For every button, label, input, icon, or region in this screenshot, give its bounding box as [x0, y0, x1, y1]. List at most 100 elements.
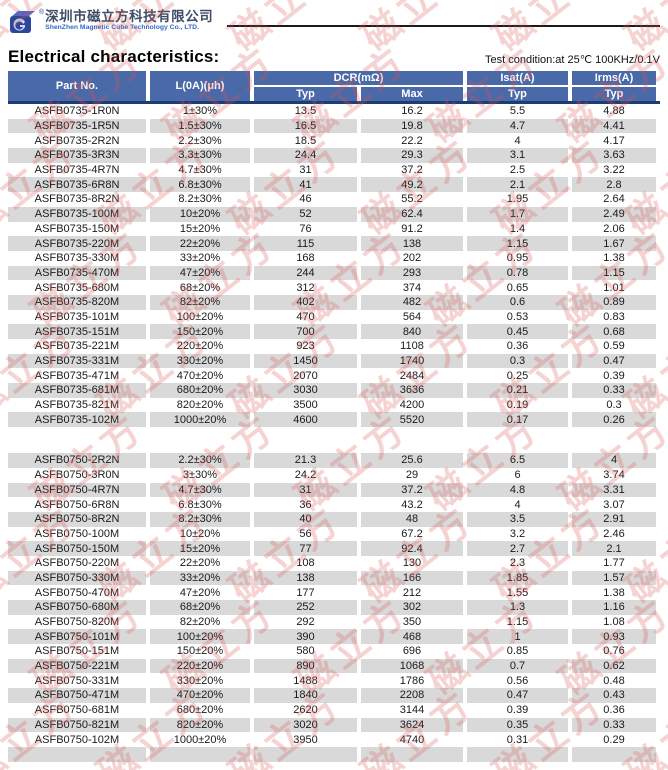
table-row: ASFB0750-820M 82±20% 292 350 1.15 1.08 [8, 615, 660, 630]
part-no-cell [8, 746, 146, 762]
isat-cell: 6.5 [467, 453, 568, 468]
isat-cell: 0.39 [506, 704, 529, 717]
l-value-cell: 3.3±30% [150, 148, 250, 163]
dcr-typ-cell: 52 [254, 206, 357, 222]
dcr-max-cell [361, 746, 463, 762]
part-no-cell: ASFB0735-330M [34, 252, 120, 265]
table-row: ASFB0735-821M 820±20% 3500 4200 0.19 0.3 [8, 398, 660, 413]
table-row: ASFB0735-100M 10±20% 52 62.4 1.7 2.49 [8, 206, 660, 222]
table-row: ASFB0750-330M 33±20% 138 166 1.85 1.57 [8, 570, 660, 586]
dcr-max-cell: 91.2 [401, 222, 423, 235]
l-value-cell: 820±20% [150, 717, 250, 733]
table-row: ASFB0750-471M 470±20% 1840 2208 0.47 0.43 [8, 688, 660, 703]
part-no-cell: ASFB0735-101M [34, 310, 120, 323]
irms-cell: 0.36 [603, 704, 625, 717]
column-header-dcr-typ: Typ [254, 87, 357, 101]
isat-cell: 0.25 [506, 369, 529, 382]
part-no-cell: ASFB0735-6R8N [8, 177, 146, 193]
l-value-cell: 15±20% [179, 222, 221, 235]
dcr-max-cell: 1740 [361, 353, 463, 369]
irms-cell: 0.3 [606, 399, 622, 412]
part-no-cell: ASFB0750-8R2N [8, 511, 146, 527]
table-row: ASFB0750-3R0N 3±30% 24.2 29 6 3.74 [8, 468, 660, 483]
table-section-asfb0735: ASFB0735-1R0N 1±30% 13.5 16.2 5.5 4.88 ASFB073… [8, 104, 660, 428]
part-no-cell: ASFB0735-1R5N [8, 118, 146, 134]
table-row: ASFB0750-331M 330±20% 1488 1786 0.56 0.48 [8, 673, 660, 688]
table-section-asfb0750: ASFB0750-2R2N 2.2±30% 21.3 25.6 6.5 4 ASFB0750… [8, 453, 660, 762]
part-no-cell: ASFB0750-6R8N [34, 498, 120, 511]
l-value-cell: 8.2±30% [178, 193, 222, 206]
registered-trademark-icon: ® [39, 9, 45, 16]
part-no-cell: ASFB0750-821M [8, 717, 146, 733]
irms-cell: 0.39 [603, 369, 625, 382]
table-row: ASFB0750-681M 680±20% 2620 3144 0.39 0.36 [8, 703, 660, 718]
dcr-typ-cell: 138 [254, 570, 357, 586]
column-header-isat-typ: Typ [467, 87, 568, 101]
dcr-max-cell: 166 [361, 570, 463, 586]
table-row: ASFB0735-101M 100±20% 470 564 0.53 0.83 [8, 310, 660, 325]
electrical-characteristics-table: Part No. L(0A)(μh) DCR(mΩ) Isat(A) Irms(… [8, 71, 660, 762]
isat-cell: 0.53 [506, 310, 529, 323]
part-no-cell: ASFB0735-470M [8, 265, 146, 281]
page-header: ® 深圳市磁立方科技有限公司 ShenZhen Magnetic Cube Te… [0, 0, 668, 40]
l-value-cell: 100±20% [150, 629, 250, 645]
l-value-cell: 1000±20% [150, 412, 250, 428]
title-row: Electrical characteristics: Test conditi… [0, 40, 668, 71]
irms-cell: 0.59 [603, 340, 625, 353]
isat-cell: 0.17 [467, 412, 568, 428]
isat-cell: 2.3 [509, 557, 526, 570]
l-value-cell: 470±20% [176, 369, 224, 382]
dcr-max-cell: 22.2 [401, 134, 423, 147]
table-row: ASFB0735-2R2N 2.2±30% 18.5 22.2 4 4.17 [8, 133, 660, 148]
part-no-cell: ASFB0750-470M [34, 586, 120, 599]
table-row: ASFB0735-471M 470±20% 2070 2484 0.25 0.39 [8, 368, 660, 383]
dcr-max-cell: 16.2 [401, 105, 423, 118]
part-no-cell: ASFB0735-681M [8, 383, 146, 398]
dcr-typ-cell: 56 [299, 527, 312, 540]
dcr-max-cell: 482 [361, 294, 463, 310]
part-no-cell: ASFB0735-821M [34, 399, 120, 412]
dcr-max-cell: 350 [402, 616, 422, 629]
irms-cell: 0.26 [572, 412, 656, 428]
part-no-cell: ASFB0750-220M [34, 557, 120, 570]
dcr-max-cell: 3636 [361, 383, 463, 398]
column-header-irms-typ: Typ [572, 87, 656, 101]
isat-cell: 0.19 [506, 399, 529, 412]
dcr-max-cell: 43.2 [401, 498, 423, 511]
irms-cell: 0.76 [603, 645, 625, 658]
part-no-cell: ASFB0735-100M [8, 206, 146, 222]
part-no-cell: ASFB0750-681M [34, 704, 120, 717]
isat-cell: 4 [514, 134, 521, 147]
dcr-max-cell: 840 [361, 324, 463, 339]
dcr-max-cell: 67.2 [401, 527, 423, 540]
irms-cell: 0.83 [603, 310, 625, 323]
l-value-cell: 6.8±30% [150, 177, 250, 193]
dcr-max-cell: 302 [361, 600, 463, 615]
part-no-cell: ASFB0750-151M [34, 645, 120, 658]
column-header-inductance: L(0A)(μh) [150, 71, 250, 101]
table-row: ASFB0735-1R0N 1±30% 13.5 16.2 5.5 4.88 [8, 104, 660, 119]
isat-cell: 1.7 [467, 206, 568, 222]
dcr-typ-cell: 21.3 [254, 453, 357, 468]
table-row: ASFB0750-101M 100±20% 390 468 1 0.93 [8, 629, 660, 645]
table-row: ASFB0735-102M 1000±20% 4600 5520 0.17 0.26 [8, 412, 660, 428]
table-row: ASFB0735-220M 22±20% 115 138 1.15 1.67 [8, 236, 660, 251]
part-no-cell: ASFB0735-2R2N [34, 134, 120, 147]
table-row [8, 746, 660, 762]
part-no-cell: ASFB0735-4R7N [34, 164, 120, 177]
l-value-cell: 3±30% [182, 469, 218, 482]
isat-cell: 0.7 [467, 658, 568, 674]
part-no-cell: ASFB0750-331M [34, 674, 120, 687]
table-row: ASFB0750-100M 10±20% 56 67.2 3.2 2.46 [8, 527, 660, 542]
part-no-cell: ASFB0750-150M [8, 541, 146, 556]
table-row: ASFB0735-4R7N 4.7±30% 31 37.2 2.5 3.22 [8, 163, 660, 178]
dcr-typ-cell: 3020 [254, 717, 357, 733]
dcr-max-cell: 48 [361, 511, 463, 527]
irms-cell: 3.07 [603, 498, 625, 511]
dcr-typ-cell: 2070 [293, 369, 318, 382]
irms-cell: 3.31 [572, 482, 656, 498]
dcr-typ-cell: 115 [254, 236, 357, 251]
isat-cell: 2.5 [509, 164, 526, 177]
dcr-typ-cell: 390 [254, 629, 357, 645]
table-row: ASFB0750-221M 220±20% 890 1068 0.7 0.62 [8, 658, 660, 674]
